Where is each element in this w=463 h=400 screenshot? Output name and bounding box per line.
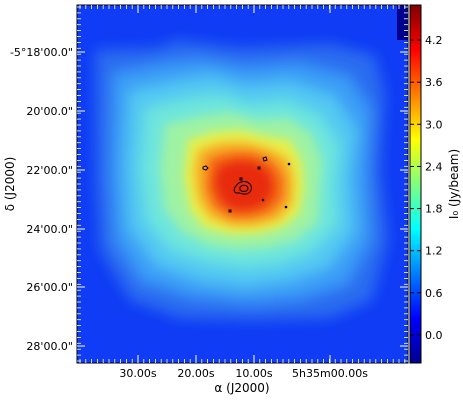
- colorbar-tick-label: 3.0: [425, 118, 443, 131]
- y-tick-label: 22'00.0": [26, 164, 73, 177]
- contour-small-1: [202, 165, 209, 171]
- colorbar-tick-label: 4.2: [425, 34, 443, 47]
- colorbar-tick-label: 0.6: [425, 287, 443, 300]
- contour-dot-3: [261, 198, 265, 202]
- colorbar-tick-label: 3.6: [425, 76, 443, 89]
- x-tick-label: 20.00s: [177, 367, 214, 380]
- contour-small-5: [257, 166, 261, 170]
- colorbar-tick-label: 2.4: [425, 161, 443, 174]
- contour-small-3: [239, 177, 243, 181]
- y-axis-label: δ (J2000): [3, 157, 17, 212]
- contour-main-peak: [233, 181, 252, 195]
- y-tick-label: 28'00.0": [26, 340, 73, 353]
- y-axis-ticks: -5°18'00.0" 20'00.0" 22'00.0" 24'00.0" 26'00…: [10, 46, 408, 353]
- y-tick-label: -5°18'00.0": [10, 46, 73, 59]
- minor-ticks: [77, 5, 408, 363]
- contour-dot-2: [284, 205, 288, 209]
- colorbar-tick-label: 1.2: [425, 245, 443, 258]
- y-tick-label: 20'00.0": [26, 105, 73, 118]
- x-tick-label: 5h35m00.00s: [292, 367, 368, 380]
- colorbar-tick-label: 0.0: [425, 329, 443, 342]
- y-tick-label: 24'00.0": [26, 223, 73, 236]
- contour-small-4: [228, 209, 232, 213]
- y-tick-label: 26'00.0": [26, 281, 73, 294]
- peak-contours: [202, 156, 291, 213]
- x-axis-ticks: 30.00s 20.00s 10.00s 5h35m00.00s: [119, 5, 368, 380]
- contour-dot-1: [287, 162, 291, 166]
- x-tick-label: 10.00s: [235, 367, 272, 380]
- colorbar-ticks: 0.0 0.6 1.2 1.8 2.4 3.0 3.6 4.2: [410, 34, 443, 342]
- contour-small-2: [262, 156, 268, 162]
- contour-main-peak-inner: [239, 184, 249, 192]
- x-axis-label: α (J2000): [214, 381, 269, 395]
- colorbar-label: I₀ (Jy/beam): [447, 149, 461, 219]
- intensity-map: [77, 5, 408, 363]
- x-tick-label: 30.00s: [119, 367, 156, 380]
- colorbar-tick-label: 1.8: [425, 203, 443, 216]
- intensity-levels: [95, 40, 388, 320]
- colorbar: [409, 4, 422, 364]
